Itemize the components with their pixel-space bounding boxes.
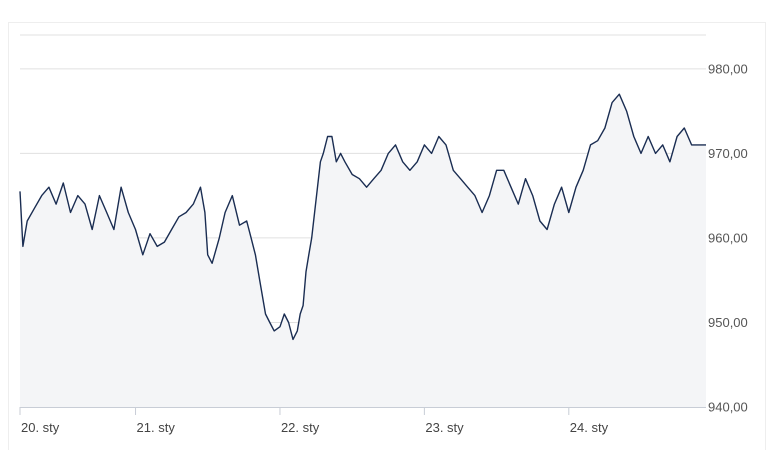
x-tick-label: 22. sty	[281, 420, 320, 435]
y-tick-label: 950,00	[708, 315, 748, 330]
y-tick-label: 940,00	[708, 400, 748, 415]
series-area-fill	[20, 94, 706, 407]
chart-frame	[8, 22, 766, 450]
x-tick-label: 20. sty	[21, 420, 60, 435]
x-axis: 20. sty 21. sty 22. sty 23. sty 24. sty	[19, 407, 706, 435]
x-tick-label: 21. sty	[137, 420, 176, 435]
y-tick-label: 980,00	[708, 61, 748, 76]
x-tick-label: 23. sty	[425, 420, 464, 435]
x-tick-label: 24. sty	[570, 420, 609, 435]
y-tick-label: 970,00	[708, 146, 748, 161]
y-tick-label: 960,00	[708, 230, 748, 245]
series-line	[19, 93, 706, 341]
y-axis: 940,00 950,00 960,00 970,00 980,00	[708, 61, 748, 414]
